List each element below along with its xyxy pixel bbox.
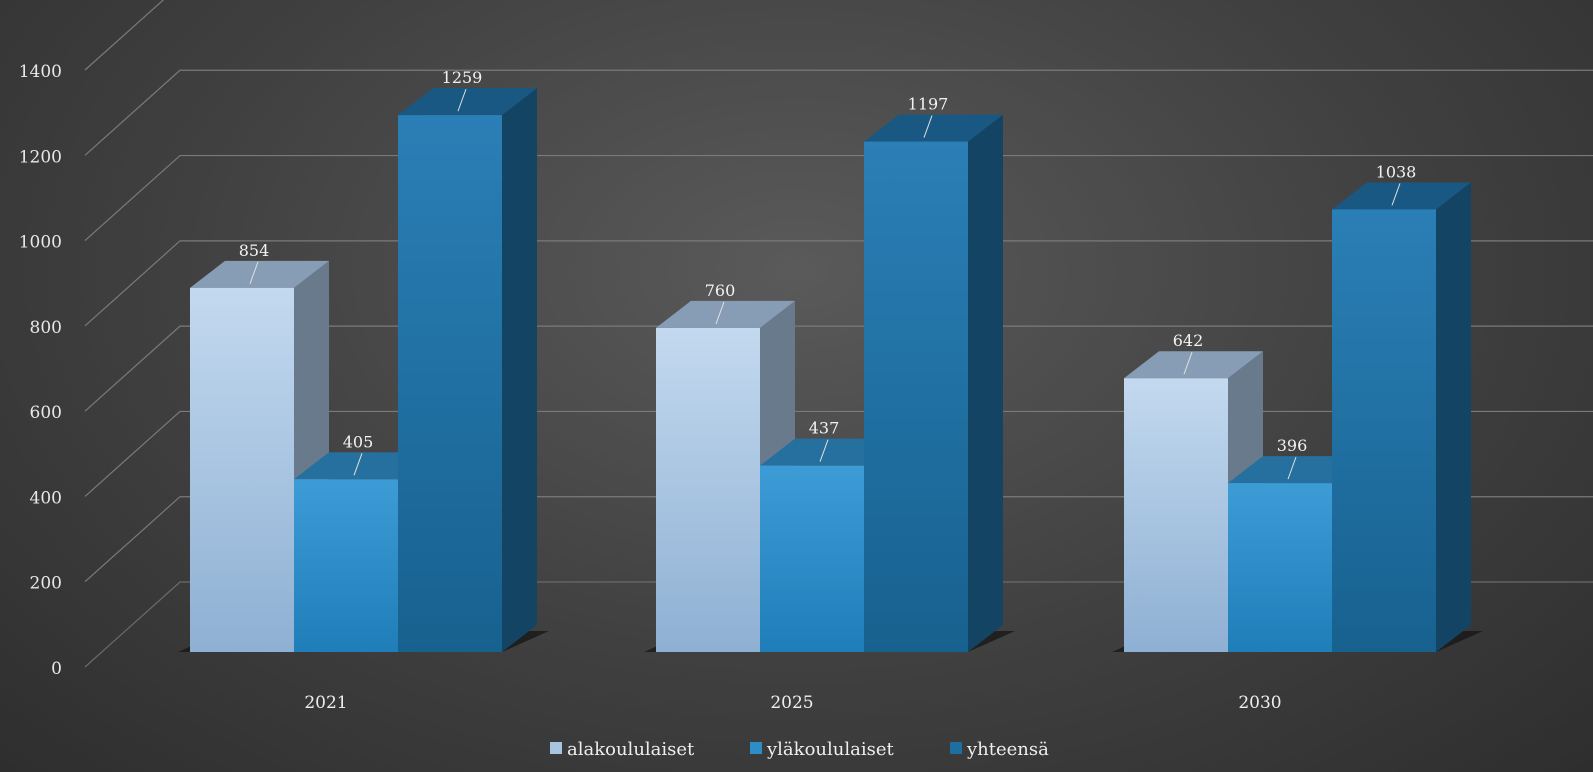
- data-label-leader: [715, 301, 725, 325]
- x-tick-label: 2025: [770, 693, 813, 713]
- data-label: 396: [1277, 436, 1308, 455]
- legend-label: yhteensä: [966, 739, 1049, 760]
- y-axis-ticks: 0 200 400 600 800 1000 1200 1400: [19, 62, 62, 679]
- x-tick-label: 2030: [1238, 693, 1281, 713]
- bar: [398, 88, 537, 653]
- bar-front: [864, 141, 968, 652]
- bar-front: [1228, 483, 1332, 652]
- gridline: [84, 410, 1593, 497]
- gridline: [84, 240, 1593, 327]
- y-tick-label: 800: [30, 318, 62, 338]
- bar: [1332, 182, 1471, 653]
- gridline: [84, 581, 1593, 668]
- bar-top: [864, 114, 1003, 142]
- legend-swatch: [750, 742, 762, 754]
- bar-top: [398, 88, 537, 116]
- legend: alakoululaiset yläkoululaiset yhteensä: [550, 739, 1049, 760]
- legend-swatch: [950, 742, 962, 754]
- bar-top: [190, 260, 329, 288]
- gridline: [84, 0, 165, 71]
- y-tick-label: 1000: [19, 233, 62, 253]
- bar-front: [190, 287, 294, 652]
- bar-front: [1124, 378, 1228, 652]
- data-label-leader: [819, 439, 829, 462]
- data-label: 1259: [442, 68, 483, 87]
- bar-front: [398, 115, 502, 653]
- bar: [864, 114, 1003, 652]
- bars: [178, 88, 1483, 653]
- bar-side: [502, 88, 537, 653]
- data-label: 1038: [1376, 162, 1417, 181]
- y-tick-label: 600: [30, 403, 62, 423]
- legend-swatch: [550, 742, 562, 754]
- data-label-leader: [1287, 456, 1297, 480]
- y-tick-label: 1400: [19, 62, 62, 82]
- x-axis-ticks: 2021 2025 2030: [304, 693, 1281, 713]
- data-label-leader: [923, 115, 933, 138]
- data-label: 405: [343, 432, 374, 451]
- bar-top: [1124, 351, 1263, 379]
- y-tick-label: 0: [51, 659, 62, 679]
- bar-front: [294, 479, 398, 652]
- bar-top: [1332, 182, 1471, 210]
- bar-front: [656, 327, 760, 652]
- gridlines: [84, 0, 1593, 668]
- data-labels: 854 405 1259 760 437 1197 642 396 1038: [239, 68, 1417, 480]
- y-tick-label: 200: [30, 574, 62, 594]
- data-label-leader: [249, 261, 259, 285]
- data-label: 1197: [908, 95, 949, 114]
- data-label-leader: [353, 453, 363, 476]
- bar-side: [1436, 182, 1471, 653]
- bar-top: [656, 300, 795, 328]
- legend-label: yläkoululaiset: [766, 739, 894, 760]
- data-label-leader: [1183, 352, 1193, 375]
- data-label: 437: [809, 419, 840, 438]
- data-label: 760: [705, 281, 736, 300]
- y-tick-label: 400: [30, 488, 62, 508]
- gridline: [84, 69, 1593, 156]
- data-label-leader: [1391, 183, 1401, 206]
- legend-label: alakoululaiset: [567, 739, 695, 760]
- gridline: [84, 154, 1593, 242]
- y-tick-label: 1200: [19, 147, 62, 167]
- x-tick-label: 2021: [304, 693, 347, 713]
- gridline: [84, 496, 1593, 583]
- bar-front: [760, 465, 864, 652]
- bar-front: [1332, 209, 1436, 653]
- bar-side: [968, 114, 1003, 652]
- gridline: [84, 325, 1593, 412]
- data-label: 854: [239, 241, 270, 260]
- data-label: 642: [1173, 331, 1204, 350]
- data-label-leader: [457, 88, 467, 112]
